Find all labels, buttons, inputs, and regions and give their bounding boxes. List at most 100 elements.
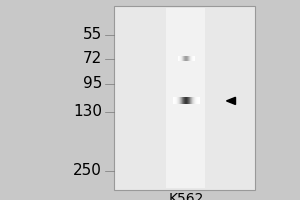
Bar: [188, 56, 189, 61]
Bar: [184, 97, 185, 104]
Bar: [198, 97, 199, 104]
Bar: [199, 97, 200, 104]
Bar: [172, 97, 173, 104]
Bar: [186, 97, 187, 104]
Bar: [190, 56, 191, 61]
Bar: [177, 97, 178, 104]
Bar: [194, 97, 195, 104]
Bar: [191, 56, 192, 61]
Bar: [186, 56, 187, 61]
Bar: [185, 97, 186, 104]
Bar: [184, 56, 185, 61]
Bar: [192, 97, 193, 104]
Bar: [182, 97, 183, 104]
Bar: [187, 56, 188, 61]
Bar: [192, 56, 193, 61]
Bar: [194, 56, 195, 61]
Bar: [177, 97, 178, 104]
Bar: [173, 97, 174, 104]
Bar: [191, 97, 192, 104]
Bar: [187, 97, 188, 104]
Bar: [193, 56, 194, 61]
Bar: [189, 56, 190, 61]
Bar: [174, 97, 175, 104]
Bar: [182, 97, 183, 104]
Bar: [190, 97, 191, 104]
Bar: [174, 97, 175, 104]
Bar: [176, 97, 177, 104]
Bar: [184, 56, 185, 61]
Bar: [198, 97, 199, 104]
Bar: [193, 56, 194, 61]
Bar: [181, 97, 182, 104]
Bar: [189, 97, 190, 104]
Bar: [183, 56, 184, 61]
Bar: [185, 97, 186, 104]
Bar: [184, 97, 185, 104]
Bar: [183, 97, 184, 104]
Bar: [187, 97, 188, 104]
Bar: [178, 56, 179, 61]
Bar: [198, 97, 199, 104]
Bar: [189, 97, 190, 104]
Bar: [183, 56, 184, 61]
Bar: [185, 56, 186, 61]
Bar: [193, 97, 194, 104]
Bar: [181, 97, 182, 104]
Bar: [196, 97, 197, 104]
Bar: [195, 97, 196, 104]
Bar: [181, 97, 182, 104]
Bar: [189, 56, 190, 61]
Bar: [183, 97, 184, 104]
Bar: [191, 56, 192, 61]
Bar: [179, 97, 180, 104]
Bar: [191, 97, 192, 104]
Bar: [190, 56, 191, 61]
Text: 130: 130: [73, 104, 102, 119]
Text: 95: 95: [82, 76, 102, 91]
Bar: [180, 56, 181, 61]
Bar: [180, 97, 181, 104]
Bar: [181, 56, 182, 61]
Bar: [199, 97, 200, 104]
Bar: [194, 97, 195, 104]
Bar: [192, 56, 193, 61]
Bar: [187, 56, 188, 61]
Bar: [182, 97, 183, 104]
Bar: [188, 56, 189, 61]
Bar: [185, 56, 186, 61]
Bar: [180, 56, 181, 61]
Bar: [181, 56, 182, 61]
Bar: [186, 97, 187, 104]
Bar: [186, 56, 187, 61]
Bar: [178, 97, 179, 104]
Bar: [180, 97, 181, 104]
Bar: [178, 97, 179, 104]
Bar: [192, 97, 193, 104]
Text: 250: 250: [73, 163, 102, 178]
Bar: [199, 97, 200, 104]
Bar: [185, 97, 186, 104]
Bar: [178, 56, 179, 61]
Bar: [178, 97, 179, 104]
Bar: [173, 97, 174, 104]
Bar: [179, 56, 180, 61]
Bar: [175, 97, 176, 104]
Text: K562: K562: [168, 192, 204, 200]
Bar: [189, 56, 190, 61]
Bar: [181, 56, 182, 61]
Bar: [194, 56, 195, 61]
Bar: [182, 56, 183, 61]
Bar: [197, 97, 198, 104]
Bar: [183, 97, 184, 104]
Bar: [192, 56, 193, 61]
Bar: [183, 56, 184, 61]
Bar: [176, 97, 177, 104]
Bar: [190, 56, 191, 61]
Bar: [193, 97, 194, 104]
Bar: [190, 97, 191, 104]
Text: 72: 72: [83, 51, 102, 66]
Bar: [195, 97, 196, 104]
Bar: [191, 56, 192, 61]
Bar: [196, 97, 197, 104]
